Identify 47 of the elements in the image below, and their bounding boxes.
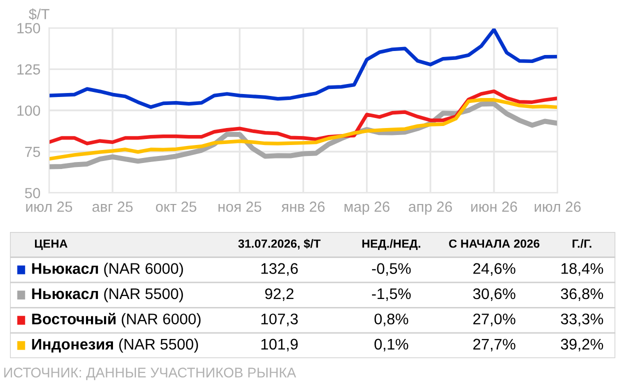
text: 24,6% [473, 263, 516, 276]
x-tick-label: июн 26 [471, 202, 518, 212]
category-label: (NAR 5500) [104, 288, 183, 302]
text: 27,0% [473, 314, 516, 326]
x-tick-label: янв 26 [281, 202, 325, 212]
text: 107,3 [261, 314, 298, 326]
y-tick-label: 150 [17, 23, 40, 34]
text: 0,8% [374, 314, 408, 326]
y-tick-label: 75 [25, 146, 40, 158]
category-label: Восточный [32, 312, 116, 324]
text: -1,5% [372, 288, 411, 301]
y-axis-title: $/Т [28, 8, 50, 20]
category-label: 31.07.2026, $/Т [238, 238, 321, 250]
x-tick-label: авг 25 [92, 202, 133, 212]
x-tick-label: апр 26 [408, 202, 452, 215]
y-tick-label: 100 [17, 105, 40, 116]
text: 33,3% [560, 314, 604, 326]
x-tick-label: ноя 25 [218, 202, 262, 212]
text: 27,7% [473, 338, 516, 352]
text: 101,9 [261, 338, 298, 352]
text: 36,8% [560, 288, 604, 301]
line-series [48, 98, 558, 161]
text: 132,6 [261, 263, 298, 276]
text: 18,4% [561, 263, 604, 276]
y-tick-label: 125 [17, 64, 40, 75]
text: ИСТОЧНИК: ДАННЫЕ УЧАСТНИКОВ РЫНКА [4, 368, 296, 380]
category-label: (NAR 6000) [122, 313, 201, 328]
category-label: НЕД./НЕД. [362, 239, 420, 250]
category-label: Ньюкасл [32, 288, 98, 300]
category-label: (NAR 6000) [104, 262, 183, 277]
y-tick-label: 50 [25, 188, 40, 198]
text: 0,1% [374, 338, 408, 352]
category-label: ЦЕНА [34, 240, 68, 250]
category-label: Г./Г. [572, 239, 592, 248]
x-tick-label: мар 26 [344, 202, 390, 215]
x-tick-label: окт 25 [156, 202, 196, 212]
category-label: Ньюкасл [32, 263, 98, 274]
x-tick-label: июл 26 [534, 202, 581, 212]
x-tick-label: июл 25 [26, 202, 72, 212]
text: -0,5% [372, 263, 411, 276]
text: 39,2% [560, 338, 604, 352]
category-label: С НАЧАЛА 2026 [449, 239, 540, 248]
text: 30,6% [473, 288, 516, 301]
line-series [48, 89, 558, 146]
category-label: Индонезия [32, 338, 113, 353]
text: 92,2 [265, 288, 294, 301]
category-label: (NAR 5500) [119, 338, 198, 353]
